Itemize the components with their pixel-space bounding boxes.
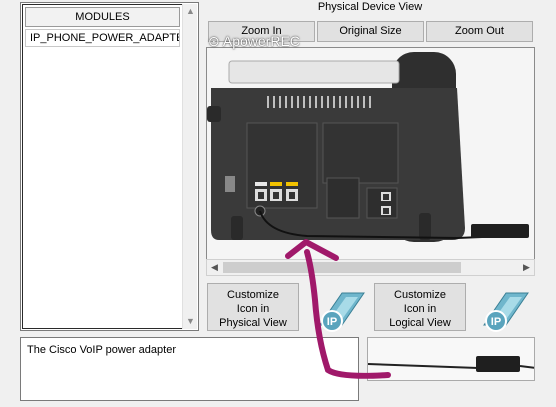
- modules-scrollbar[interactable]: ▲ ▼: [182, 4, 197, 329]
- customize-logical-line2: Icon in: [403, 303, 437, 315]
- physical-device-view-title: Physical Device View: [317, 1, 423, 13]
- power-adapter-thumbnail: [367, 337, 535, 381]
- scroll-down-icon[interactable]: ▼: [186, 316, 195, 326]
- scroll-left-icon[interactable]: ◀: [211, 262, 218, 272]
- modules-panel: MODULES IP_PHONE_POWER_ADAPTER ▲ ▼: [20, 2, 199, 331]
- customize-physical-line2: Icon in: [236, 303, 270, 315]
- scroll-right-icon[interactable]: ▶: [523, 262, 530, 272]
- view-horizontal-scrollbar[interactable]: ◀ ▶: [206, 259, 535, 276]
- ip-phone-physical-icon: IP: [319, 292, 365, 332]
- recording-watermark: ⊙ ApowerREC: [208, 33, 300, 49]
- physical-device-view[interactable]: [206, 47, 535, 276]
- ip-badge-text: IP: [491, 316, 501, 328]
- ip-badge-text: IP: [327, 316, 337, 328]
- customize-physical-line1: Customize: [227, 289, 279, 301]
- customize-logical-line1: Customize: [394, 289, 446, 301]
- watermark-text: ApowerREC: [222, 33, 300, 49]
- zoom-out-button[interactable]: Zoom Out: [426, 21, 533, 42]
- customize-physical-view-button[interactable]: Customize Icon in Physical View: [207, 283, 299, 331]
- customize-logical-view-button[interactable]: Customize Icon in Logical View: [374, 283, 466, 331]
- module-item-ip-phone-power-adapter[interactable]: IP_PHONE_POWER_ADAPTER: [25, 29, 180, 47]
- scroll-up-icon[interactable]: ▲: [186, 6, 195, 16]
- modules-header: MODULES: [25, 7, 180, 27]
- ip-phone-logical-icon: IP: [483, 292, 529, 332]
- module-description: The Cisco VoIP power adapter: [20, 337, 359, 401]
- original-size-button[interactable]: Original Size: [317, 21, 424, 42]
- modules-list: MODULES IP_PHONE_POWER_ADAPTER: [22, 4, 183, 329]
- customize-physical-line3: Physical View: [219, 317, 287, 329]
- ip-phone-rear-image: [207, 48, 534, 260]
- customize-logical-line3: Logical View: [389, 317, 451, 329]
- zoom-in-button[interactable]: Zoom In: [208, 21, 315, 42]
- scrollbar-thumb[interactable]: [223, 262, 461, 273]
